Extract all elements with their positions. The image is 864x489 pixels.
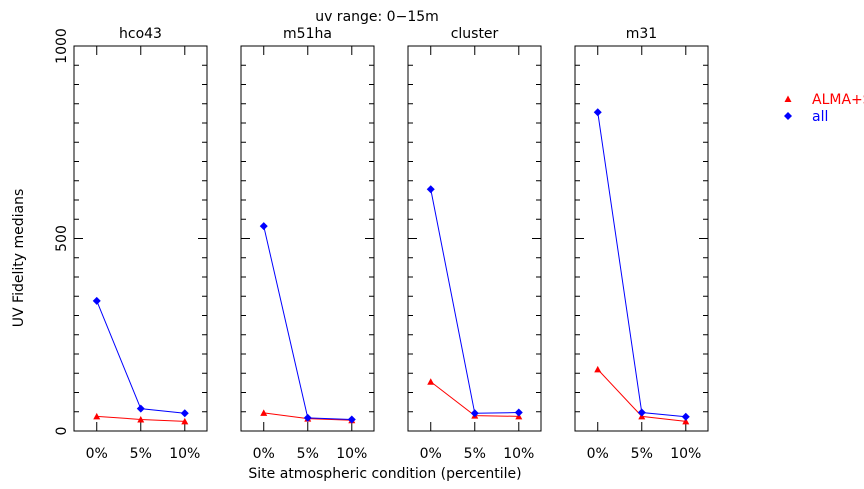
all-line (96, 300, 185, 414)
all-point-0 (259, 222, 268, 231)
panel-frame (240, 45, 375, 432)
panel-title: cluster (451, 26, 499, 42)
all-point-2 (347, 415, 356, 424)
panel-title: m51ha (283, 26, 332, 42)
legend-ALMA+SD-point-0 (784, 95, 792, 102)
x-tick-label: 5% (464, 446, 486, 462)
x-tick-label: 0% (253, 446, 275, 462)
all-point-0 (593, 108, 602, 117)
panel-frame (407, 45, 542, 432)
x-tick-label: 5% (631, 446, 653, 462)
legend-label: ALMA+SD (812, 92, 864, 108)
x-tick-label: 0% (420, 446, 442, 462)
series-all (593, 108, 690, 421)
ALMA+SD-point-0 (594, 365, 602, 373)
legend-item-all: all (784, 109, 828, 125)
ALMA+SD-point-2 (682, 417, 690, 425)
panel-title: hco43 (119, 26, 162, 42)
y-tick-label: 0 (54, 427, 70, 436)
all-point-0 (426, 185, 435, 194)
all-point-1 (470, 409, 479, 418)
all-line (430, 189, 519, 414)
all-point-1 (303, 413, 312, 422)
all-point-2 (180, 409, 189, 418)
ALMA+SD-point-0 (427, 378, 435, 385)
x-tick-label: 5% (130, 446, 152, 462)
y-tick-label: 1000 (54, 28, 70, 64)
x-tick-label: 10% (336, 446, 367, 462)
panel-m31: m31 0% 5% 10% (574, 26, 709, 462)
ALMA+SD-point-0 (260, 409, 268, 416)
x-tick-label: 5% (297, 446, 319, 462)
all-point-1 (637, 408, 646, 417)
all-point-2 (514, 408, 523, 417)
panel-hco43: hco43 0% 5% 10% 0 500 1000 (54, 26, 208, 462)
legend: ALMA+SDall (784, 92, 864, 125)
panel-frame (574, 45, 709, 432)
ALMA+SD-point-2 (181, 417, 189, 425)
all-point-0 (92, 296, 101, 305)
all-point-2 (681, 412, 690, 421)
series-all (426, 185, 523, 418)
x-axis-label: Site atmospheric condition (percentile) (248, 466, 521, 482)
panel-m51ha: m51ha 0% 5% 10% (240, 26, 375, 462)
legend-item-ALMA+SD: ALMA+SD (784, 92, 864, 108)
x-tick-label: 0% (587, 446, 609, 462)
ALMA+SD-point-1 (137, 415, 145, 423)
all-point-1 (136, 404, 145, 413)
chart-title: uv range: 0−15m (315, 9, 439, 25)
all-line (263, 226, 352, 420)
panels: hco43 0% 5% 10% 0 500 1000 m51ha 0% 5% 10% cluster 0… (54, 26, 709, 462)
panel-frame (73, 45, 208, 432)
x-tick-label: 0% (86, 446, 108, 462)
legend-all-point-0 (784, 112, 792, 120)
x-tick-label: 10% (169, 446, 200, 462)
legend-label: all (812, 109, 828, 125)
y-axis-label: UV Fidelity medians (11, 189, 27, 327)
all-line (597, 112, 686, 418)
series-all (92, 296, 189, 418)
x-tick-label: 10% (670, 446, 701, 462)
y-tick-label: 500 (54, 225, 70, 252)
panel-cluster: cluster 0% 5% 10% (407, 26, 542, 462)
series-all (259, 222, 356, 424)
panel-title: m31 (626, 26, 657, 42)
x-tick-label: 10% (503, 446, 534, 462)
ALMA+SD-point-0 (93, 412, 101, 420)
series-ALMA+SD (93, 412, 189, 425)
